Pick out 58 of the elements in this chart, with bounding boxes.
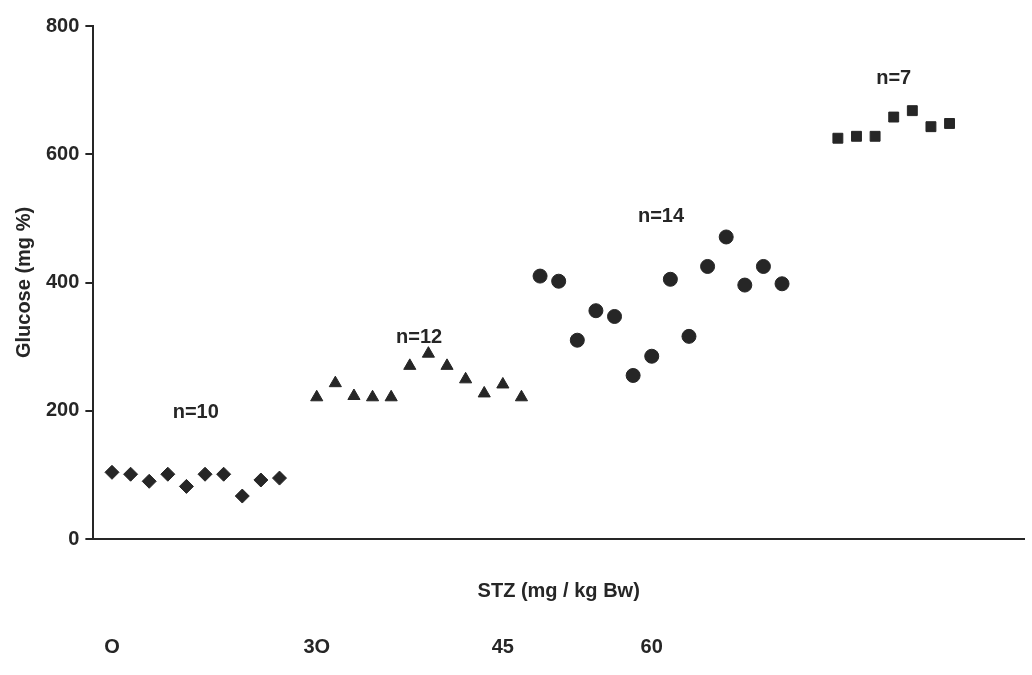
y-tick-label: 200 (45, 398, 80, 421)
point (625, 367, 641, 383)
annotation: n=10 (172, 399, 219, 422)
point (477, 385, 491, 398)
point (234, 488, 250, 504)
y-tick-label: 600 (45, 141, 80, 164)
point (906, 105, 918, 117)
point (532, 268, 548, 284)
point (774, 276, 790, 292)
point (310, 389, 324, 402)
point (347, 388, 361, 400)
point (755, 258, 771, 274)
point (384, 389, 398, 402)
point (737, 277, 753, 293)
point (551, 273, 567, 289)
point (925, 121, 937, 133)
point (888, 111, 900, 123)
y-tick-label: 400 (45, 270, 80, 293)
y-axis-title: Glucose (mg %) (11, 206, 34, 359)
point (197, 466, 213, 482)
point (851, 130, 862, 142)
point (421, 346, 435, 358)
point (944, 118, 955, 129)
point (644, 348, 660, 364)
point (366, 389, 380, 402)
point (681, 328, 697, 344)
x-tick-label: 60 (640, 634, 663, 657)
point (272, 470, 287, 486)
point (141, 473, 157, 489)
annotation: n=7 (876, 65, 912, 88)
point (496, 376, 510, 389)
point (104, 464, 120, 480)
point (832, 132, 844, 144)
y-tick-label: 0 (68, 526, 80, 549)
point (253, 472, 269, 488)
annotation: n=12 (396, 324, 443, 347)
y-tick-label: 800 (45, 13, 80, 36)
point (328, 375, 342, 388)
point (869, 130, 881, 142)
point (440, 358, 454, 370)
point (718, 229, 734, 245)
x-tick-label: 45 (491, 634, 514, 657)
point (607, 308, 623, 324)
x-tick-label: O (104, 634, 120, 657)
point (160, 466, 176, 482)
point (662, 271, 678, 287)
point (569, 332, 585, 348)
point (588, 303, 604, 319)
point (216, 466, 232, 482)
point (123, 466, 139, 482)
point (459, 371, 473, 384)
annotation: n=14 (637, 203, 685, 226)
point (700, 258, 716, 274)
x-axis-title: STZ (mg / kg Bw) (477, 578, 640, 601)
point (514, 389, 529, 402)
point (403, 358, 417, 370)
point (178, 478, 194, 494)
x-tick-label: 3O (303, 634, 331, 657)
